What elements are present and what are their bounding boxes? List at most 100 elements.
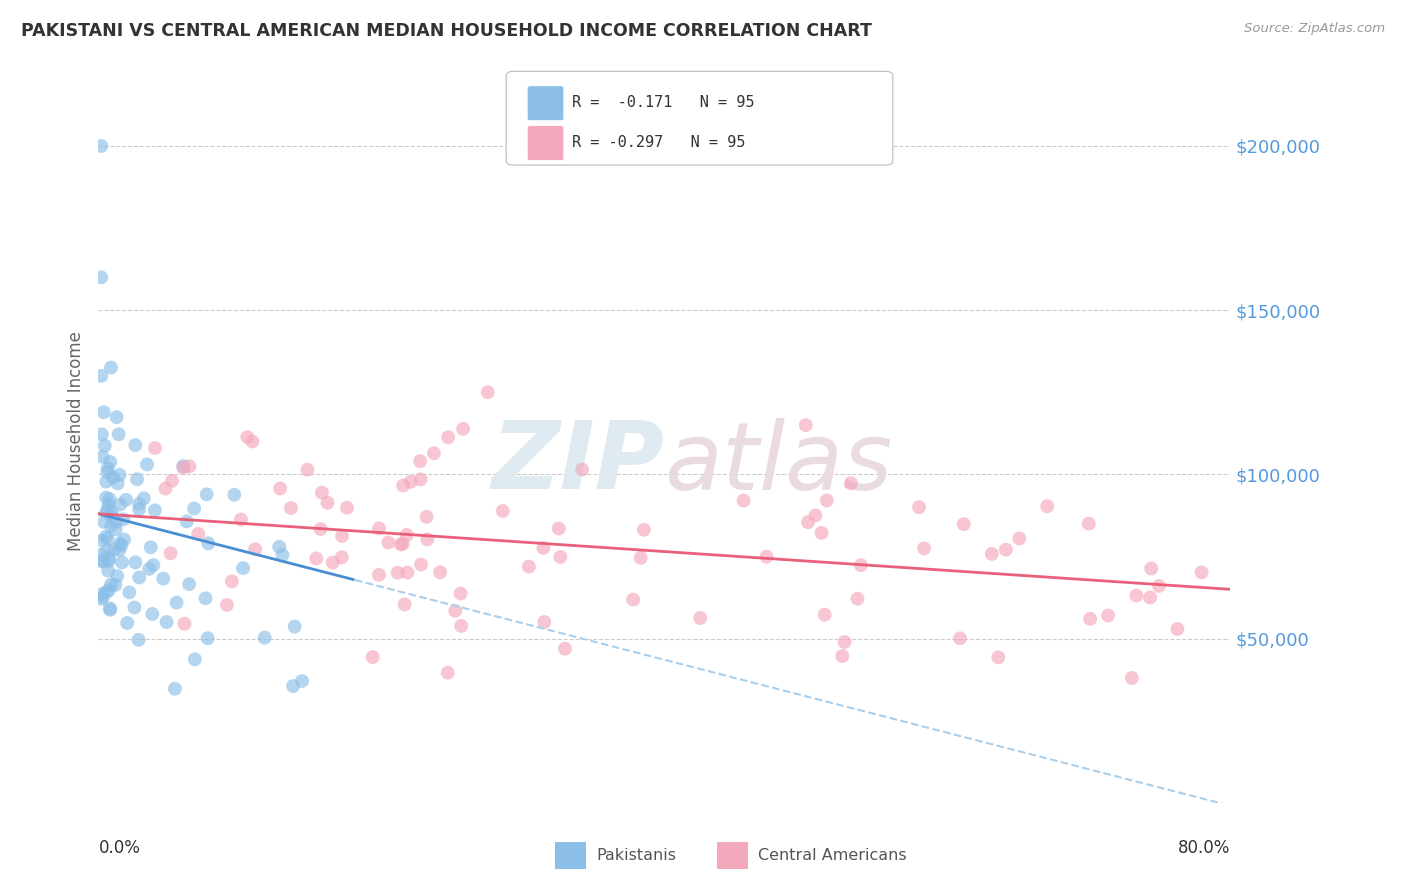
Point [952, 517, 974, 532]
Point [90, 591, 112, 606]
Point [97, 554, 120, 568]
Point [377, 535, 399, 549]
Point [112, 533, 135, 547]
Point [733, 493, 755, 508]
Point [409, 558, 432, 572]
Point [839, 476, 862, 491]
Text: atlas: atlas [665, 417, 893, 508]
Point [755, 549, 778, 564]
Point [195, 487, 218, 501]
Point [547, 521, 569, 535]
Point [517, 559, 540, 574]
Point [1097, 608, 1119, 623]
Point [141, 607, 163, 621]
Point [156, 615, 179, 629]
Point [810, 525, 832, 540]
Point [97, 461, 120, 475]
Point [104, 578, 127, 592]
Point [533, 541, 555, 555]
Point [987, 650, 1010, 665]
Point [232, 561, 254, 575]
Point [100, 578, 122, 592]
Point [172, 459, 194, 474]
Point [100, 519, 122, 533]
Point [138, 562, 160, 576]
Point [243, 542, 266, 557]
Point [143, 441, 166, 455]
Point [297, 463, 319, 477]
Point [90, 427, 112, 442]
Point [98, 603, 121, 617]
Point [93, 515, 115, 529]
Point [834, 635, 856, 649]
Point [1140, 561, 1163, 575]
Point [142, 558, 165, 573]
Point [96, 475, 118, 489]
Point [387, 566, 409, 580]
Point [136, 458, 159, 472]
Point [94, 439, 117, 453]
Point [322, 556, 344, 570]
Point [159, 546, 181, 560]
Point [949, 632, 972, 646]
Point [450, 619, 472, 633]
Point [128, 497, 150, 511]
Point [423, 446, 446, 460]
Text: Pakistanis: Pakistanis [596, 848, 676, 863]
Point [831, 648, 853, 663]
Point [172, 460, 194, 475]
Point [94, 530, 117, 544]
Point [105, 410, 128, 425]
Point [437, 430, 460, 444]
Point [396, 566, 419, 580]
Point [994, 542, 1017, 557]
Point [155, 482, 177, 496]
Point [104, 523, 127, 537]
Point [815, 493, 838, 508]
Point [124, 555, 146, 569]
Point [93, 555, 115, 569]
Point [1125, 589, 1147, 603]
Point [111, 556, 134, 570]
Point [389, 537, 412, 551]
Point [1036, 500, 1059, 514]
Point [215, 598, 238, 612]
Point [849, 558, 872, 573]
Point [98, 601, 121, 615]
Point [115, 615, 138, 630]
Text: ZIP: ZIP [492, 417, 665, 509]
Point [96, 491, 118, 505]
Point [451, 422, 474, 436]
Point [97, 583, 120, 598]
Point [100, 509, 122, 524]
Text: 0.0%: 0.0% [98, 838, 141, 857]
Point [152, 572, 174, 586]
Point [110, 538, 132, 552]
Point [115, 492, 138, 507]
Point [621, 592, 644, 607]
Point [633, 523, 655, 537]
Point [630, 550, 652, 565]
Point [269, 540, 291, 554]
Point [107, 476, 129, 491]
Text: Central Americans: Central Americans [758, 848, 907, 863]
Point [118, 585, 141, 599]
Point [492, 504, 515, 518]
Point [980, 547, 1002, 561]
Point [108, 467, 131, 482]
Point [128, 570, 150, 584]
Point [409, 454, 432, 468]
Point [797, 515, 820, 529]
Point [124, 438, 146, 452]
Point [846, 591, 869, 606]
Point [284, 619, 307, 633]
Point [395, 528, 418, 542]
Point [128, 632, 150, 647]
Point [550, 549, 572, 564]
Point [173, 616, 195, 631]
Point [394, 598, 416, 612]
Point [367, 567, 389, 582]
Point [101, 505, 124, 519]
Point [139, 541, 162, 555]
Point [98, 551, 121, 566]
